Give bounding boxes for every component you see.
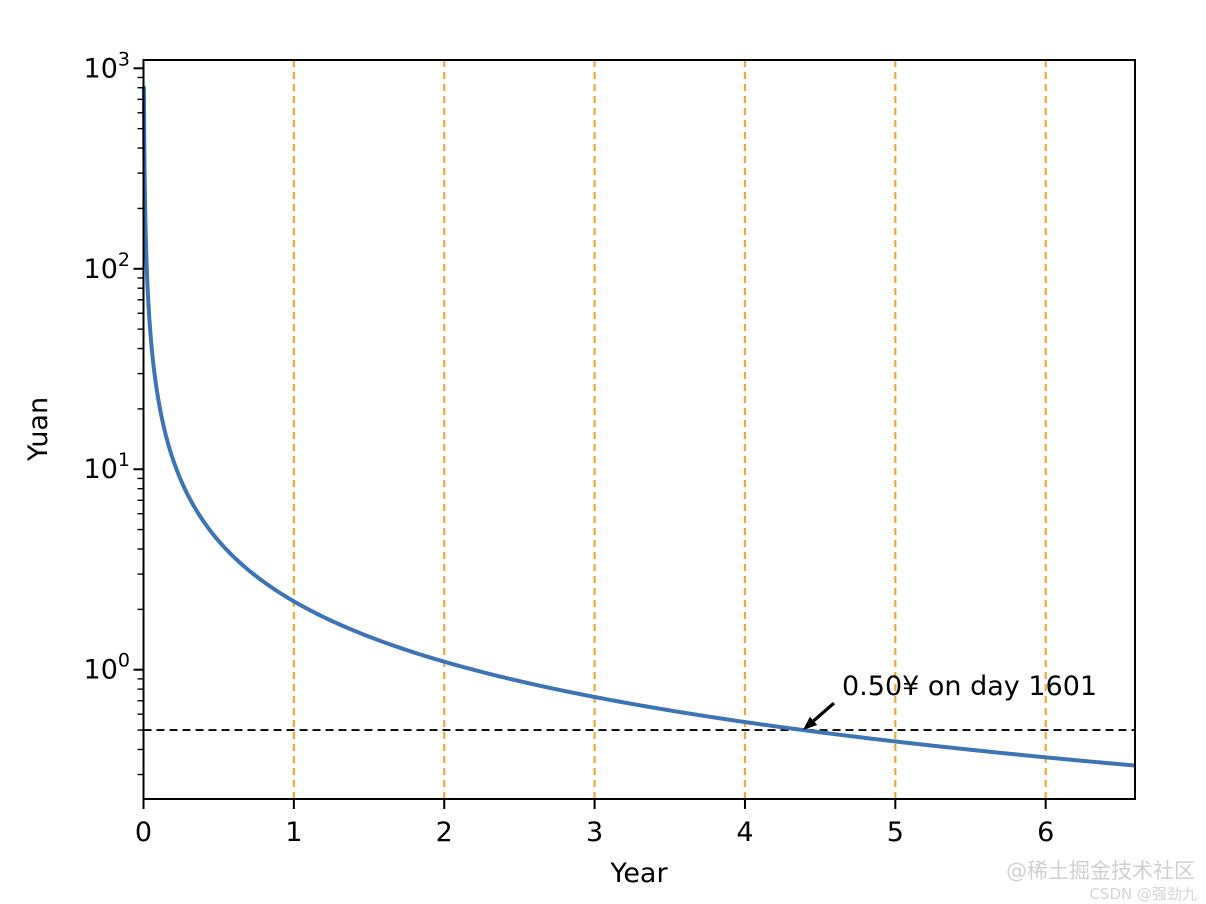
y-axis-label: Yuan — [23, 397, 54, 462]
series-line-yuan-per-day-decay — [141, 85, 1136, 768]
x-tick-label-5: 5 — [887, 817, 904, 848]
y-tick-label-10e3: 103 — [84, 48, 130, 84]
y-tick-label-10e1: 101 — [84, 449, 130, 485]
x-tick-label-4: 4 — [736, 817, 753, 848]
vertical-gridlines — [292, 60, 1047, 799]
plot-border — [142, 59, 1136, 800]
watermark-line2: CSDN @强劲九 — [1089, 885, 1197, 903]
axis-ticks — [133, 67, 1047, 809]
annotation-arrow-icon — [802, 701, 836, 731]
watermark-line1: @稀土掘金技术社区 — [1006, 859, 1195, 883]
axis-tick-labels: 0 1 2 3 4 5 6 100 101 102 103 — [84, 48, 1055, 848]
axes-spines — [142, 59, 1136, 800]
annotation-text: 0.50¥ on day 1601 — [842, 671, 1097, 702]
x-tick-label-6: 6 — [1037, 817, 1054, 848]
x-tick-label-3: 3 — [586, 817, 603, 848]
annotation-arrowhead-icon — [802, 716, 818, 731]
annotation-arrow-shaft — [812, 701, 836, 723]
y-tick-label-10e2: 102 — [84, 249, 130, 285]
x-tick-label-1: 1 — [285, 817, 302, 848]
x-axis-label: Year — [609, 858, 668, 889]
watermark-group: @稀土掘金技术社区 CSDN @强劲九 — [1006, 859, 1197, 903]
x-tick-label-2: 2 — [436, 817, 453, 848]
annotation-group: 0.50¥ on day 1601 — [802, 671, 1097, 731]
y-tick-label-10e0: 100 — [84, 650, 130, 686]
x-tick-label-0: 0 — [135, 817, 152, 848]
data-series-group — [141, 85, 1136, 768]
